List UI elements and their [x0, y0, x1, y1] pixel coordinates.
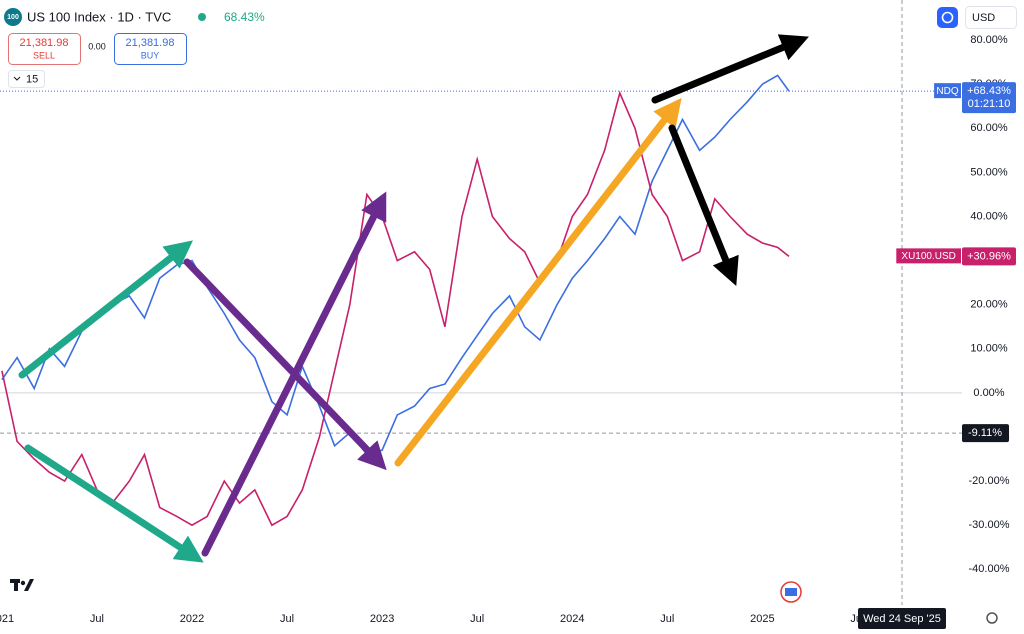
- flag: [785, 588, 797, 596]
- last-value-box: [962, 247, 1016, 266]
- arrow: [183, 258, 387, 471]
- price-label: -9.11%: [968, 427, 1002, 439]
- x-tick-label: Jul: [660, 613, 674, 625]
- x-tick-label: Jul: [90, 613, 104, 625]
- y-tick-label: 10.00%: [970, 343, 1008, 355]
- buy-price: 21,381.98: [126, 37, 175, 49]
- x-tick-label: 2025: [750, 613, 774, 625]
- sync-icon: [941, 11, 954, 24]
- last-value-label: +30.96%: [967, 250, 1011, 262]
- tv-logo: [10, 579, 34, 591]
- arrow: [24, 444, 204, 563]
- y-tick-label: -20.00%: [969, 475, 1010, 487]
- arrow: [18, 240, 193, 379]
- symbol-title[interactable]: US 100 Index · 1D · TVC: [27, 9, 171, 24]
- currency-select[interactable]: [965, 6, 1017, 29]
- last-value-box: [962, 82, 1016, 114]
- sell-button[interactable]: [8, 33, 81, 65]
- indicators-toggle[interactable]: [8, 70, 45, 88]
- sell-price: 21,381.98: [20, 37, 69, 49]
- chevron: [13, 76, 21, 81]
- buy-label: BUY: [141, 50, 160, 60]
- y-tick-label: 0.00%: [973, 387, 1004, 399]
- currency: USD: [972, 12, 995, 24]
- y-tick-label: 50.00%: [970, 166, 1008, 178]
- series-line: [1, 90, 790, 527]
- crosshair-date-box: [858, 608, 946, 629]
- last-value-label: +68.43%: [967, 85, 1011, 97]
- symbol-icon[interactable]: [4, 8, 22, 26]
- sync-button[interactable]: [937, 7, 958, 28]
- arrow: [651, 34, 809, 104]
- status-dot: [198, 13, 206, 21]
- indicator-count: 15: [26, 73, 38, 85]
- header-change: 68.43%: [224, 10, 265, 24]
- price-label-box: [962, 424, 1009, 443]
- x-tick-label: 2023: [370, 613, 394, 625]
- x-tick-label: Jul: [280, 613, 294, 625]
- x-tick-label: 2024: [560, 613, 584, 625]
- y-tick-label: 60.00%: [970, 122, 1008, 134]
- series-name: NDQ: [936, 86, 958, 97]
- y-tick-label: 80.00%: [970, 34, 1008, 46]
- y-tick-label: 40.00%: [970, 210, 1008, 222]
- series-name-box: [934, 83, 961, 99]
- plot-area: [0, 0, 962, 605]
- arrow: [394, 97, 682, 467]
- settings-icon[interactable]: [986, 612, 998, 624]
- symbol-icon-text: 100: [7, 14, 19, 21]
- y-tick-label: -30.00%: [969, 519, 1010, 531]
- y-tick-label: -40.00%: [969, 563, 1010, 575]
- countdown: 01:21:10: [968, 98, 1011, 110]
- arrow: [668, 124, 739, 286]
- crosshair-date: Wed 24 Sep '25: [863, 613, 941, 625]
- series-line: [1, 74, 790, 456]
- y-tick-label: 20.00%: [970, 299, 1008, 311]
- arrow: [201, 191, 387, 557]
- x-tick-label: 2021: [0, 613, 14, 625]
- series-name-box: [896, 248, 961, 264]
- x-tick-label: 2022: [180, 613, 204, 625]
- x-tick-label: Jul: [470, 613, 484, 625]
- sell-label: SELL: [33, 50, 55, 60]
- series-name: XU100.USD: [901, 251, 955, 262]
- spread: 0.00: [88, 41, 106, 51]
- buy-button[interactable]: [114, 33, 187, 65]
- annotation-arrows: [18, 34, 809, 563]
